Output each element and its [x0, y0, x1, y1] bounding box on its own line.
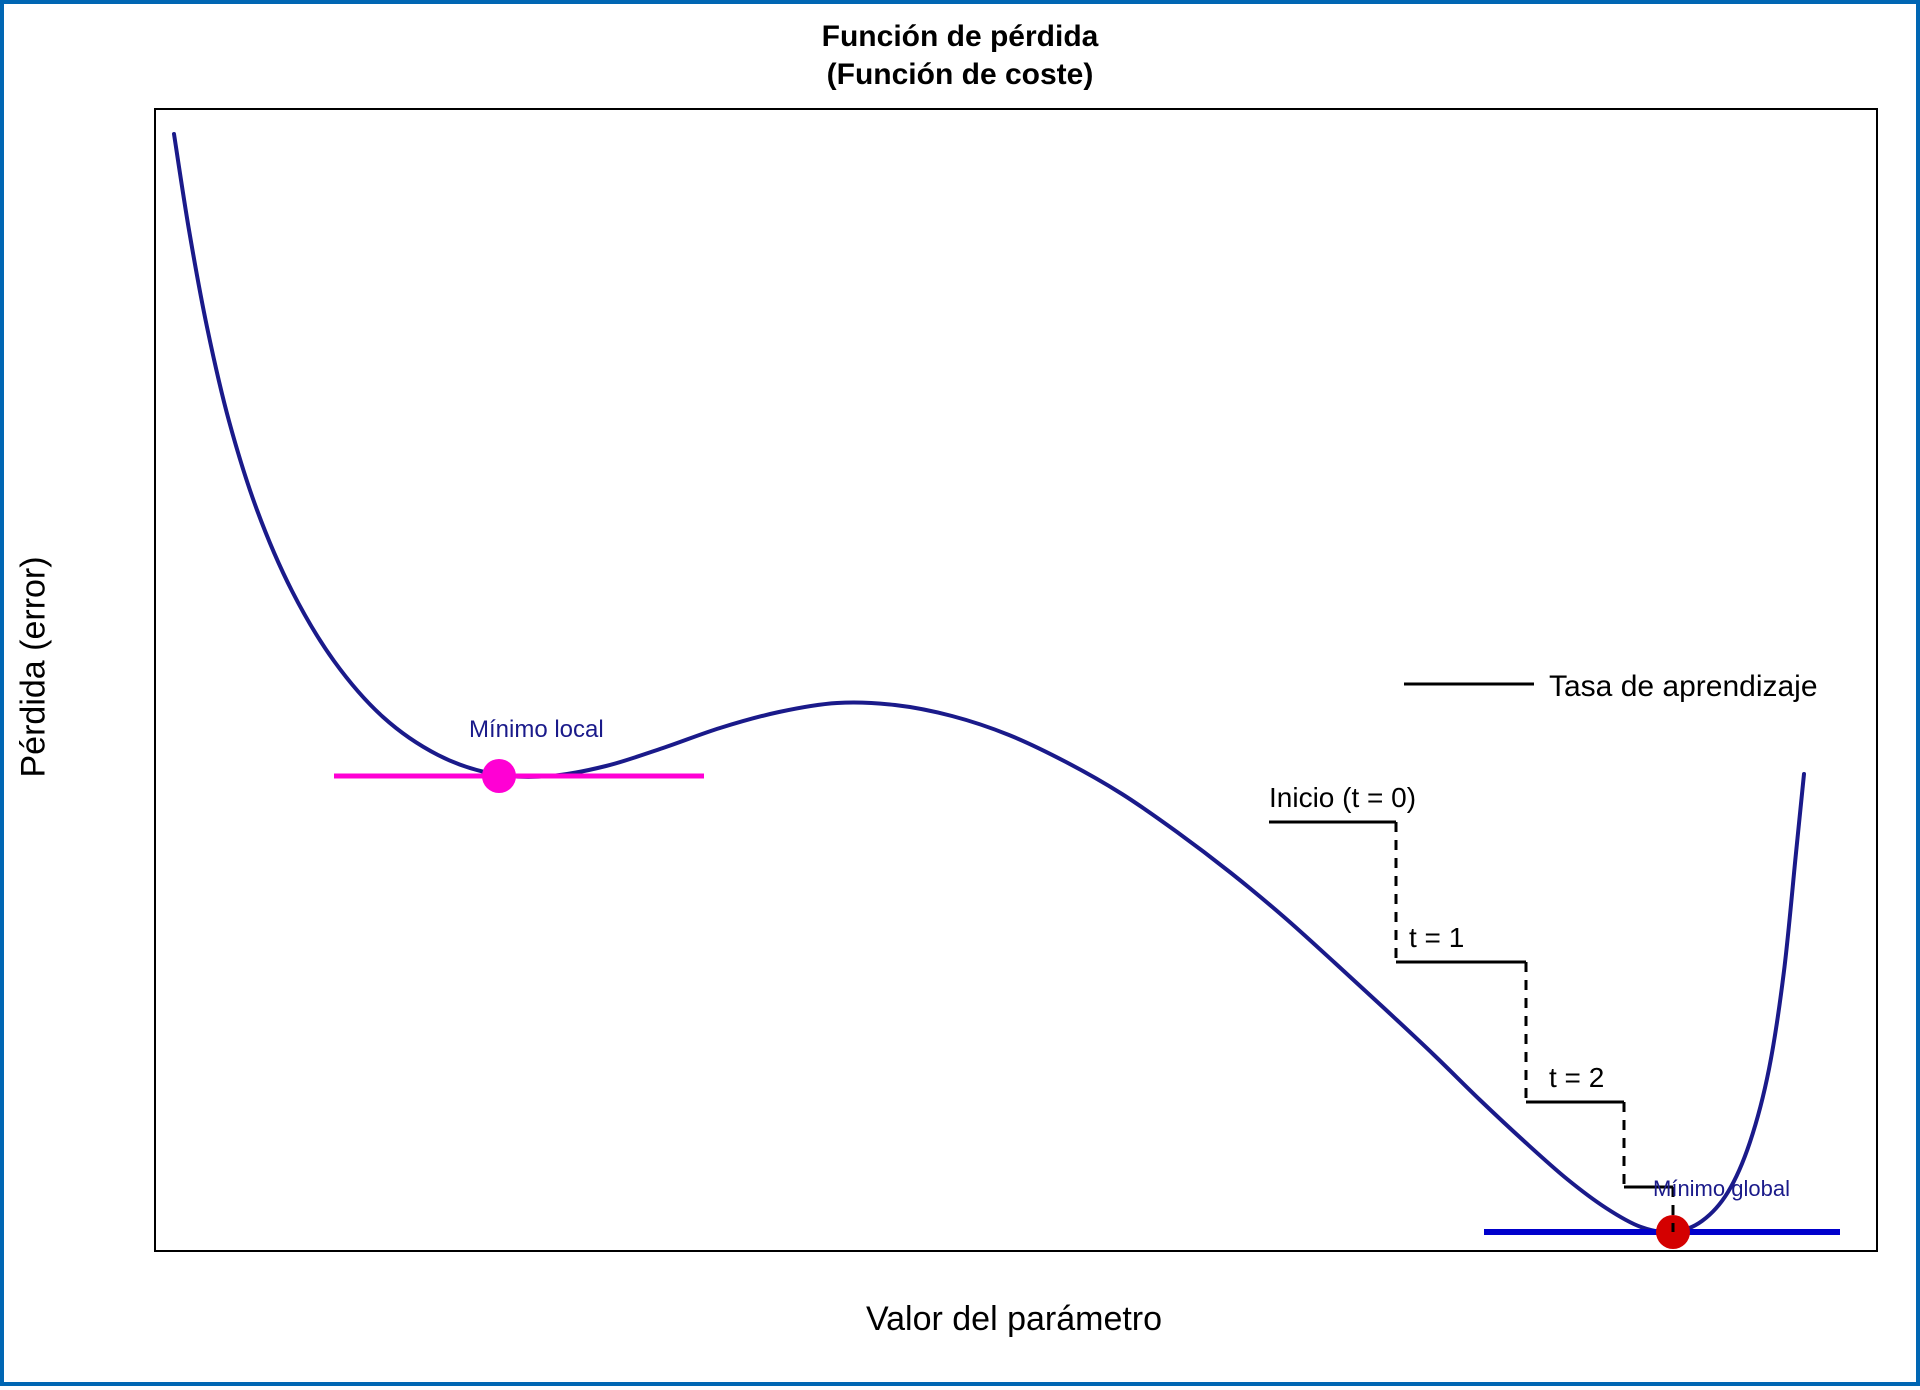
local-min-dot	[482, 759, 516, 793]
gradient-steps	[1269, 822, 1673, 1232]
legend-text: Tasa de aprendizaje	[1549, 670, 1818, 704]
local-min-label: Mínimo local	[469, 716, 604, 744]
step-label: t = 1	[1409, 922, 1464, 954]
outer-frame: Función de pérdida (Función de coste) Pé…	[0, 0, 1920, 1386]
step-label: t = 2	[1549, 1062, 1604, 1094]
global-min-label: Mínimo global	[1653, 1176, 1790, 1202]
step-label: Inicio (t = 0)	[1269, 782, 1416, 814]
